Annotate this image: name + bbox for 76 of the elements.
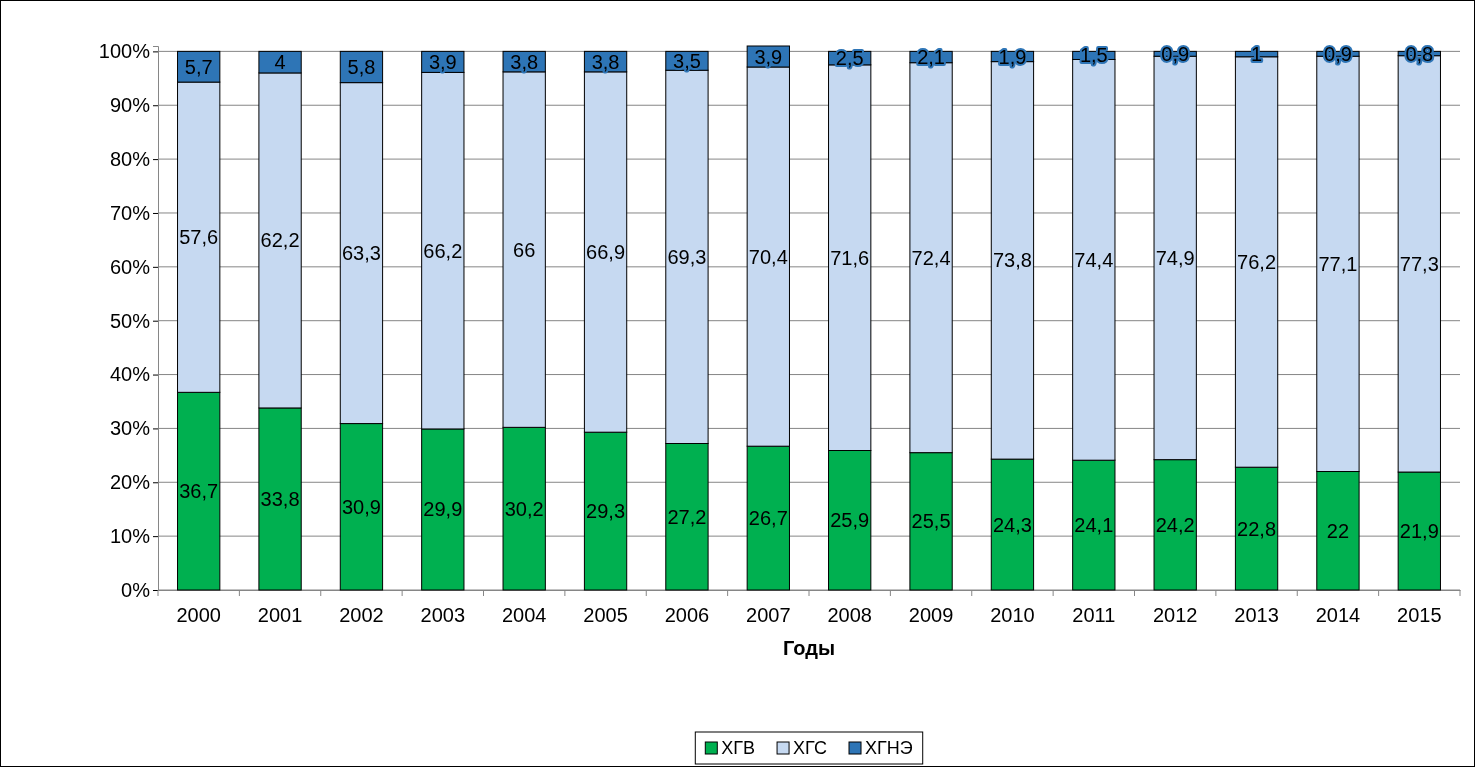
data-label: 1 xyxy=(1251,43,1263,66)
x-tick-label: 2010 xyxy=(990,604,1035,627)
x-tick-label: 2000 xyxy=(176,604,221,627)
data-label: 27,2 xyxy=(667,505,707,528)
x-tick-label: 2001 xyxy=(257,604,303,627)
legend-label: ХГВ xyxy=(721,738,756,758)
y-tick-label: 100% xyxy=(98,40,151,63)
data-label: 29,3 xyxy=(586,500,626,523)
y-tick-label: 80% xyxy=(109,148,151,171)
data-label: 3,8 xyxy=(510,50,539,73)
x-tick-label: 2003 xyxy=(420,604,466,627)
data-label: 24,3 xyxy=(992,513,1032,536)
data-label: 62,2 xyxy=(260,229,300,252)
data-label: 5,7 xyxy=(184,55,213,78)
data-label: 0,9 xyxy=(1324,42,1352,65)
data-label: 30,2 xyxy=(504,497,544,520)
x-tick-label: 2002 xyxy=(339,604,384,627)
data-label: 25,5 xyxy=(911,510,951,533)
x-tick-label: 2015 xyxy=(1397,604,1442,627)
y-tick-label: 20% xyxy=(109,471,151,494)
x-tick-label: 2005 xyxy=(583,604,628,627)
data-label: 73,8 xyxy=(992,249,1032,272)
data-label: 74,9 xyxy=(1155,246,1195,269)
data-label: 3,5 xyxy=(673,49,701,72)
data-label: 3,8 xyxy=(591,50,620,73)
y-tick-label: 50% xyxy=(109,309,151,332)
data-label: 2,5 xyxy=(835,47,864,70)
data-label: 24,1 xyxy=(1074,514,1114,537)
data-label: 3,9 xyxy=(428,50,457,73)
y-tick-label: 40% xyxy=(109,363,151,386)
data-label: 36,7 xyxy=(179,480,219,503)
legend-label: ХГС xyxy=(793,738,828,758)
data-label: 22 xyxy=(1326,519,1350,542)
y-tick-label: 30% xyxy=(109,417,151,440)
data-label: 30,9 xyxy=(341,495,381,518)
data-label: 69,3 xyxy=(667,245,707,268)
data-label: 66 xyxy=(513,238,536,261)
y-tick-label: 60% xyxy=(109,255,151,278)
data-label: 77,1 xyxy=(1318,252,1358,275)
x-tick-label: 2008 xyxy=(827,604,872,627)
data-label: 25,9 xyxy=(830,509,870,532)
data-label: 21,9 xyxy=(1399,520,1439,543)
x-tick-label: 2014 xyxy=(1315,604,1361,627)
data-label: 33,8 xyxy=(260,487,300,510)
data-label: 4 xyxy=(274,51,286,74)
data-label: 26,7 xyxy=(748,507,788,530)
x-tick-label: 2006 xyxy=(664,604,710,627)
data-label: 71,6 xyxy=(830,246,870,269)
y-tick-label: 90% xyxy=(109,94,151,117)
x-tick-label: 2011 xyxy=(1072,604,1116,627)
data-label: 24,2 xyxy=(1155,513,1195,536)
data-label: 70,4 xyxy=(748,245,788,268)
legend-label: ХГНЭ xyxy=(865,738,913,758)
x-tick-label: 2007 xyxy=(746,604,791,627)
data-label: 0,9 xyxy=(1161,42,1190,65)
data-label: 63,3 xyxy=(341,242,381,265)
data-label: 76,2 xyxy=(1237,250,1277,273)
data-label: 72,4 xyxy=(911,246,951,269)
y-tick-label: 0% xyxy=(121,578,151,601)
data-label: 77,3 xyxy=(1399,252,1439,275)
data-label: 5,8 xyxy=(347,56,376,79)
data-label: 3,9 xyxy=(754,45,783,68)
x-axis-title: Годы xyxy=(782,637,836,659)
data-label: 74,4 xyxy=(1074,248,1114,271)
x-tick-label: 2004 xyxy=(501,604,547,627)
x-tick-label: 2012 xyxy=(1152,604,1198,627)
data-label: 57,6 xyxy=(179,226,219,249)
data-label: 22,8 xyxy=(1237,517,1277,540)
x-tick-label: 2013 xyxy=(1234,604,1279,627)
y-tick-label: 70% xyxy=(109,201,151,224)
y-tick-label: 10% xyxy=(109,525,151,548)
data-label: 29,9 xyxy=(423,498,463,521)
data-label: 66,2 xyxy=(423,239,463,262)
data-label: 0,8 xyxy=(1405,42,1434,65)
data-label: 66,9 xyxy=(586,241,626,264)
x-tick-label: 2009 xyxy=(908,604,954,627)
